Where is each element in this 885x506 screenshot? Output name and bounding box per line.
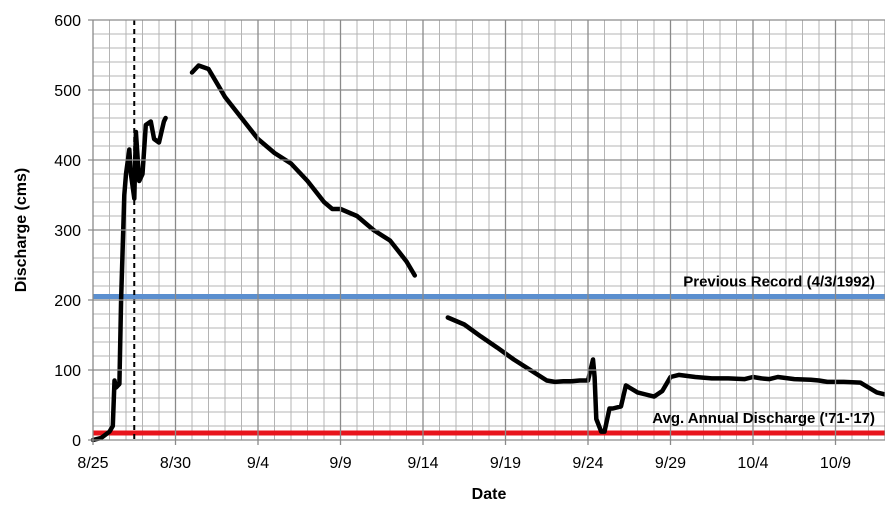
y-axis-title: Discharge (cms) <box>13 168 30 293</box>
x-tick-label: 8/30 <box>160 455 191 472</box>
x-tick-label: 9/24 <box>572 455 603 472</box>
x-tick-label: 10/4 <box>737 455 768 472</box>
series-group <box>90 63 885 443</box>
x-tick-label: 10/9 <box>820 455 851 472</box>
discharge-series-segment-3 <box>445 315 885 434</box>
x-axis-title: Date <box>472 486 507 503</box>
y-tick-label: 100 <box>54 363 81 380</box>
previous-record-label: Previous Record (4/3/1992) <box>683 274 875 291</box>
x-tick-label: 9/19 <box>490 455 521 472</box>
y-tick-label: 600 <box>54 13 81 30</box>
y-tick-label: 200 <box>54 293 81 310</box>
y-axis-ticks: 0 100 200 300 400 500 600 <box>54 13 885 450</box>
y-tick-label: 300 <box>54 223 81 240</box>
discharge-series-segment-1 <box>90 115 168 443</box>
y-tick-label: 0 <box>72 433 81 450</box>
reference-labels: Previous Record (4/3/1992) Avg. Annual Di… <box>652 274 875 428</box>
y-tick-label: 400 <box>54 153 81 170</box>
x-tick-label: 9/14 <box>407 455 438 472</box>
y-tick-label: 500 <box>54 83 81 100</box>
x-tick-label: 9/4 <box>247 455 269 472</box>
avg-annual-discharge-label: Avg. Annual Discharge ('71-'17) <box>652 410 875 427</box>
x-tick-label: 9/29 <box>655 455 686 472</box>
x-tick-label: 9/9 <box>329 455 351 472</box>
x-tick-label: 8/25 <box>77 455 108 472</box>
x-axis-ticks: 8/25 8/30 9/4 9/9 9/14 9/19 9/24 9/29 10/4 10/9 <box>77 20 851 472</box>
discharge-series-segment-2 <box>189 63 418 278</box>
